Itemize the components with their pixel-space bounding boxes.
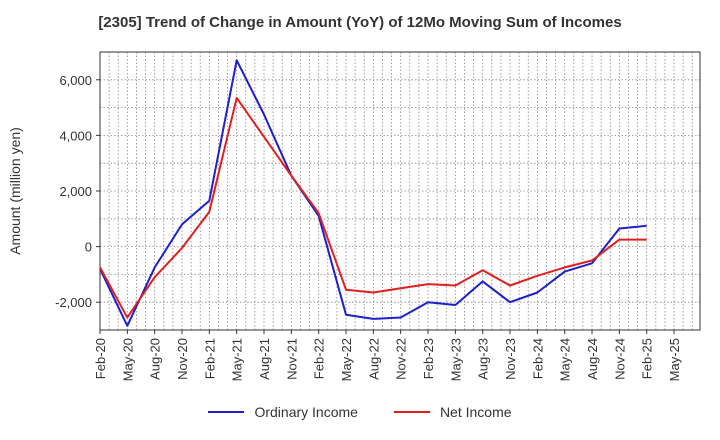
x-tick-label: Nov-22 <box>394 338 409 380</box>
y-tick-label: 0 <box>85 240 92 255</box>
legend-item-net-income: Net Income <box>393 404 512 420</box>
y-tick-label: 6,000 <box>59 73 92 88</box>
x-tick-label: Nov-23 <box>503 338 518 380</box>
x-tick-label: Nov-21 <box>284 338 299 380</box>
y-axis-label: Amount (million yen) <box>7 127 23 255</box>
x-tick-label: May-25 <box>667 338 682 381</box>
x-tick-label: Feb-25 <box>640 338 655 379</box>
x-tick-label: Feb-24 <box>530 338 545 379</box>
x-tick-label: May-20 <box>120 338 135 381</box>
x-tick-label: May-23 <box>448 338 463 381</box>
x-tick-label: Aug-20 <box>148 338 163 380</box>
y-tick-label: -2,000 <box>55 295 92 310</box>
series-line-net-income <box>99 96 647 319</box>
legend-swatch-ordinary-income <box>208 411 245 413</box>
y-tick-label: 4,000 <box>59 128 92 143</box>
x-tick-label: Feb-23 <box>421 338 436 379</box>
x-tick-label: May-21 <box>230 338 245 381</box>
x-tick-label: Feb-20 <box>93 338 108 379</box>
legend-item-ordinary-income: Ordinary Income <box>208 404 358 420</box>
legend-label-net-income: Net Income <box>439 404 512 420</box>
legend-swatch-net-income <box>393 411 430 413</box>
chart-title: [2305] Trend of Change in Amount (YoY) o… <box>98 14 622 31</box>
x-tick-label: Feb-21 <box>202 338 217 379</box>
series-line-ordinary-income <box>99 59 647 327</box>
legend: Ordinary Income Net Income <box>0 404 720 420</box>
x-tick-label: Nov-20 <box>175 338 190 380</box>
y-tick-label: 2,000 <box>59 184 92 199</box>
x-tick-label: May-24 <box>558 338 573 381</box>
x-tick-label: May-22 <box>339 338 354 381</box>
x-tick-label: Aug-21 <box>257 338 272 380</box>
x-tick-label: Aug-23 <box>476 338 491 380</box>
x-tick-label: Nov-24 <box>612 338 627 380</box>
legend-label-ordinary-income: Ordinary Income <box>254 404 358 420</box>
x-tick-label: Aug-24 <box>585 338 600 380</box>
axes: -2,000 0 2,000 4,000 6,000 Feb-20 May-20 Aug-20… <box>55 73 682 382</box>
x-tick-label: Aug-22 <box>366 338 381 380</box>
series <box>99 59 647 327</box>
x-tick-label: Feb-22 <box>312 338 327 379</box>
